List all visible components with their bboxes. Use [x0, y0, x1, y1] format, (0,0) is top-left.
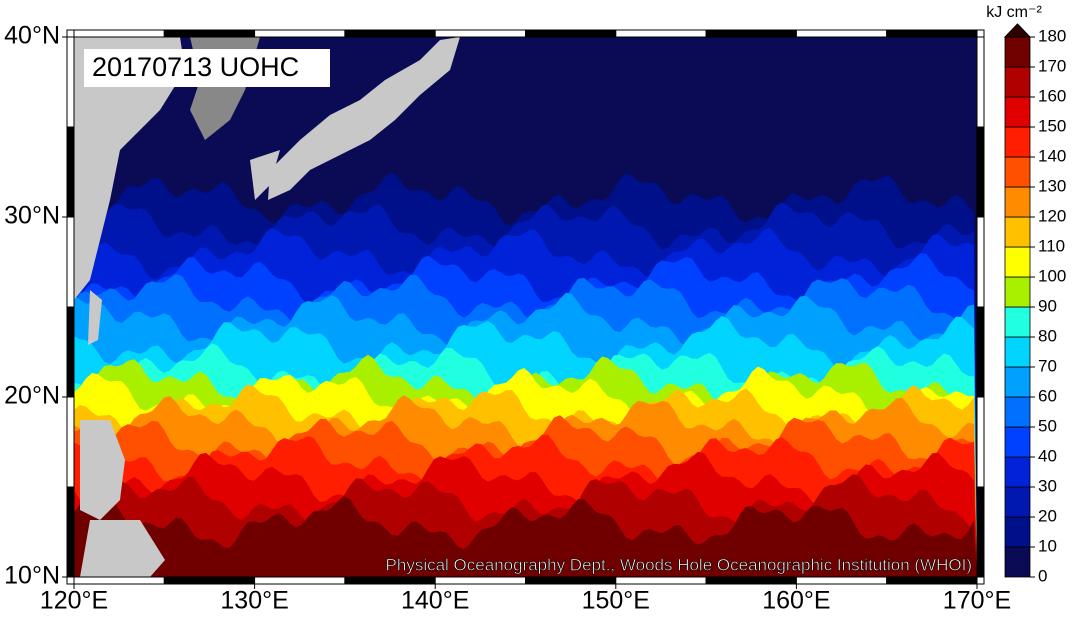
y-tick-label: 40°N [4, 22, 60, 50]
colorbar-tick-label: 0 [1038, 566, 1047, 585]
colorbar-bin [1004, 186, 1031, 218]
frame-segment [795, 29, 888, 38]
frame-segment [434, 29, 527, 38]
frame-segment [434, 576, 527, 585]
frame-segment [525, 576, 617, 585]
colorbar-bin [1004, 456, 1031, 488]
colorbar-tick-label: 110 [1038, 236, 1065, 255]
frame [66, 29, 985, 585]
colorbar-bin [1004, 546, 1031, 578]
colorbar-tick-label: 80 [1038, 326, 1057, 345]
colorbar-tick-label: 150 [1038, 116, 1066, 135]
frame-segment [344, 576, 436, 585]
x-tick-label: 150°E [582, 587, 650, 614]
frame-segment [615, 576, 707, 585]
colorbar-tick-label: 20 [1038, 506, 1057, 525]
frame-segment [66, 216, 75, 308]
label-box [84, 49, 330, 87]
credit: Physical Oceanography Dept., Woods Hole … [386, 555, 972, 574]
frame-segment [795, 576, 888, 585]
colorbar-arrow [1003, 23, 1032, 38]
colorbar-bin [1004, 366, 1031, 398]
frame-segment [976, 36, 985, 128]
frame-segment [525, 29, 617, 38]
frame-segment [66, 36, 75, 128]
x-tick-label: 160°E [762, 587, 830, 614]
frame-segment [163, 29, 256, 38]
frame-segment [73, 29, 165, 38]
map-label: 20170713 UOHC [92, 52, 299, 82]
x-tick-label: 170°E [943, 587, 1011, 614]
frame-segment [976, 126, 985, 218]
frame-segment [66, 126, 75, 218]
frame-segment [66, 396, 75, 488]
colorbar-tick-label: 30 [1038, 476, 1057, 495]
frame-segment [705, 576, 797, 585]
colorbar-tick-label: 100 [1038, 266, 1066, 285]
frame-segment [254, 29, 346, 38]
colorbar-tick-label: 60 [1038, 386, 1057, 405]
y-tick-label: 30°N [4, 202, 60, 230]
colorbar-tick-label: 130 [1038, 176, 1066, 195]
land [74, 37, 460, 577]
y-tick-label: 10°N [4, 562, 60, 590]
colorbar-bin [1004, 126, 1031, 158]
x-tick-label: 130°E [220, 587, 288, 614]
colorbar-bin [1004, 486, 1031, 518]
frame-segment [976, 486, 985, 578]
frame-segment [163, 576, 256, 585]
colorbar-tick-label: 90 [1038, 296, 1057, 315]
colorbar-bin [1004, 156, 1031, 188]
colorbar-tick-label: 170 [1038, 56, 1066, 75]
x-tick-label: 140°E [401, 587, 469, 614]
colorbar-unit: kJ cm⁻² [986, 4, 1042, 21]
frame-segment [976, 216, 985, 308]
colorbar-tick-label: 160 [1038, 86, 1066, 105]
colorbar-bin [1004, 426, 1031, 458]
colorbar-tick-label: 120 [1038, 206, 1066, 225]
y-tick-label: 20°N [4, 382, 60, 410]
colorbar-bin [1004, 246, 1031, 278]
colorbar-bin [1004, 96, 1031, 128]
colorbar-tick-label: 40 [1038, 446, 1057, 465]
frame-segment [254, 576, 346, 585]
colorbar-bin [1004, 216, 1031, 248]
frame-segment [73, 576, 165, 585]
heat-band [74, 496, 977, 577]
colorbar-bin [1004, 336, 1031, 368]
heat-field [74, 37, 977, 577]
colorbar-bin [1004, 276, 1031, 308]
frame-segment [886, 576, 978, 585]
frame-segment [66, 486, 75, 578]
colorbar-tick-label: 180 [1038, 26, 1066, 45]
colorbar-bin [1004, 516, 1031, 548]
frame-border [66, 29, 985, 585]
colorbar-bin [1004, 36, 1031, 68]
colorbar-bin [1004, 66, 1031, 98]
frame-segment [615, 29, 707, 38]
frame-segment [705, 29, 797, 38]
colorbar-tick-label: 50 [1038, 416, 1057, 435]
frame-segment [886, 29, 978, 38]
frame-segment [66, 306, 75, 398]
colorbar-tick-label: 140 [1038, 146, 1066, 165]
colorbar: 0 10 20 30 40 50 60 70 80 90 100 110 120 130 140 150 160… [1003, 23, 1066, 585]
frame-segment [976, 306, 985, 398]
frame-segment [344, 29, 436, 38]
x-tick-label: 120°E [40, 587, 108, 614]
colorbar-bin [1004, 396, 1031, 428]
colorbar-tick-label: 10 [1038, 536, 1057, 555]
colorbar-tick-label: 70 [1038, 356, 1057, 375]
frame-segment [976, 396, 985, 488]
colorbar-bin [1004, 306, 1031, 338]
